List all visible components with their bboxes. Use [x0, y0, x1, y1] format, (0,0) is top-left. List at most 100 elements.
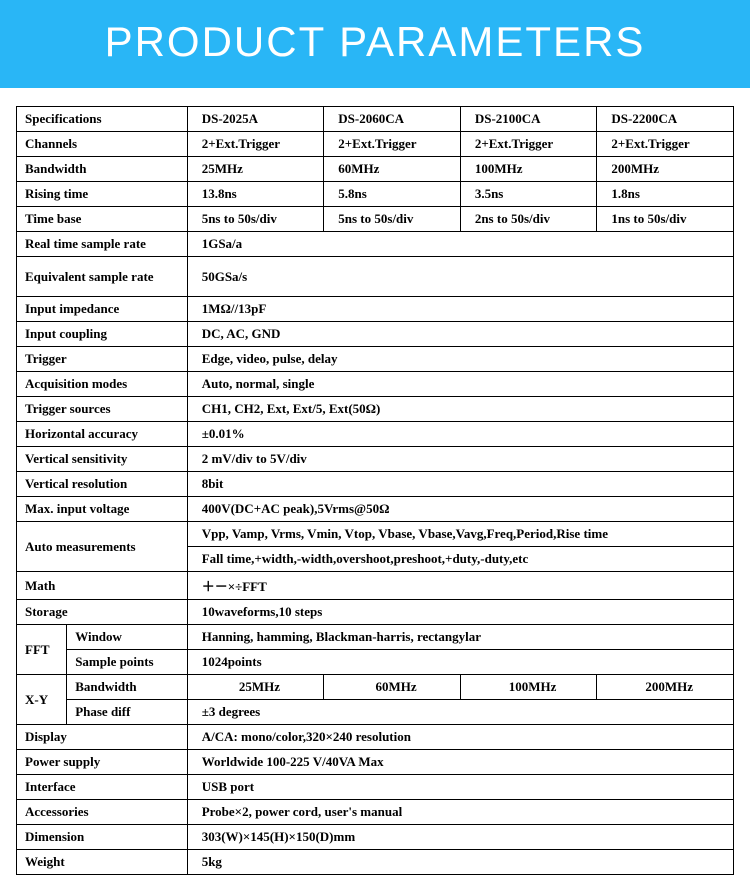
table-row: Math＋－×÷FFT — [17, 572, 734, 600]
table-row: Bandwidth25MHz60MHz100MHz200MHz — [17, 157, 734, 182]
cell: 2+Ext.Trigger — [187, 132, 324, 157]
table-row: Weight5kg — [17, 850, 734, 875]
row-label: Max. input voltage — [17, 497, 188, 522]
row-label: Storage — [17, 600, 188, 625]
row-sublabel: Sample points — [67, 650, 188, 675]
cell: 2+Ext.Trigger — [597, 132, 734, 157]
table-row: X-Y Bandwidth 25MHz 60MHz 100MHz 200MHz — [17, 675, 734, 700]
row-label: Channels — [17, 132, 188, 157]
cell: 1GSa/a — [187, 232, 733, 257]
cell: 1ns to 50s/div — [597, 207, 734, 232]
row-sublabel: Bandwidth — [67, 675, 188, 700]
cell: Hanning, hamming, Blackman-harris, recta… — [187, 625, 733, 650]
table-row: Channels2+Ext.Trigger2+Ext.Trigger2+Ext.… — [17, 132, 734, 157]
table-row: Auto measurementsVpp, Vamp, Vrms, Vmin, … — [17, 522, 734, 547]
table-row: Trigger sourcesCH1, CH2, Ext, Ext/5, Ext… — [17, 397, 734, 422]
row-label: FFT — [17, 625, 67, 675]
row-label: Real time sample rate — [17, 232, 188, 257]
table-row: Dimension303(W)×145(H)×150(D)mm — [17, 825, 734, 850]
cell: Fall time,+width,-width,overshoot,presho… — [187, 547, 733, 572]
cell: USB port — [187, 775, 733, 800]
cell: 5kg — [187, 850, 733, 875]
row-label: Vertical sensitivity — [17, 447, 188, 472]
table-row: Max. input voltage400V(DC+AC peak),5Vrms… — [17, 497, 734, 522]
table-row: Input couplingDC, AC, GND — [17, 322, 734, 347]
row-label: Input impedance — [17, 297, 188, 322]
cell: 400V(DC+AC peak),5Vrms@50Ω — [187, 497, 733, 522]
row-label: Acquisition modes — [17, 372, 188, 397]
cell: 25MHz — [187, 157, 324, 182]
row-label: Power supply — [17, 750, 188, 775]
page-title: PRODUCT PARAMETERS — [105, 18, 646, 65]
row-label: Dimension — [17, 825, 188, 850]
table-row: Equivalent sample rate50GSa/s — [17, 257, 734, 297]
cell: 3.5ns — [460, 182, 597, 207]
cell: 1.8ns — [597, 182, 734, 207]
table-row: Sample points 1024points — [17, 650, 734, 675]
table-row: Storage10waveforms,10 steps — [17, 600, 734, 625]
cell: 8bit — [187, 472, 733, 497]
cell: 1MΩ//13pF — [187, 297, 733, 322]
row-label: X-Y — [17, 675, 67, 725]
cell: Vpp, Vamp, Vrms, Vmin, Vtop, Vbase, Vbas… — [187, 522, 733, 547]
table-row: Horizontal accuracy±0.01% — [17, 422, 734, 447]
table-row: Time base5ns to 50s/div5ns to 50s/div2ns… — [17, 207, 734, 232]
table-row: Power supplyWorldwide 100-225 V/40VA Max — [17, 750, 734, 775]
row-label: Vertical resolution — [17, 472, 188, 497]
table-row: AccessoriesProbe×2, power cord, user's m… — [17, 800, 734, 825]
row-label: Bandwidth — [17, 157, 188, 182]
spec-header: Specifications — [17, 107, 188, 132]
row-label: Input coupling — [17, 322, 188, 347]
table-row: Acquisition modesAuto, normal, single — [17, 372, 734, 397]
row-label: Interface — [17, 775, 188, 800]
row-label: Time base — [17, 207, 188, 232]
cell: 13.8ns — [187, 182, 324, 207]
table-wrapper: Specifications DS-2025A DS-2060CA DS-210… — [0, 88, 750, 895]
cell: 200MHz — [597, 157, 734, 182]
cell: 2 mV/div to 5V/div — [187, 447, 733, 472]
table-row: Vertical resolution8bit — [17, 472, 734, 497]
row-label: Trigger sources — [17, 397, 188, 422]
table-row: InterfaceUSB port — [17, 775, 734, 800]
cell: Auto, normal, single — [187, 372, 733, 397]
model-header: DS-2200CA — [597, 107, 734, 132]
cell: 60MHz — [324, 157, 461, 182]
table-row: Real time sample rate1GSa/a — [17, 232, 734, 257]
cell: 5ns to 50s/div — [324, 207, 461, 232]
cell: 303(W)×145(H)×150(D)mm — [187, 825, 733, 850]
table-row: Phase diff ±3 degrees — [17, 700, 734, 725]
cell: 200MHz — [597, 675, 734, 700]
table-row: Rising time13.8ns5.8ns3.5ns1.8ns — [17, 182, 734, 207]
cell: 25MHz — [187, 675, 324, 700]
cell: 2+Ext.Trigger — [460, 132, 597, 157]
row-label: Display — [17, 725, 188, 750]
row-label: Equivalent sample rate — [17, 257, 188, 297]
model-header: DS-2100CA — [460, 107, 597, 132]
page-title-banner: PRODUCT PARAMETERS — [0, 0, 750, 88]
cell: 60MHz — [324, 675, 461, 700]
cell: 2+Ext.Trigger — [324, 132, 461, 157]
cell: 50GSa/s — [187, 257, 733, 297]
cell: DC, AC, GND — [187, 322, 733, 347]
table-row: DisplayA/CA: mono/color,320×240 resoluti… — [17, 725, 734, 750]
row-label: Horizontal accuracy — [17, 422, 188, 447]
cell: ±3 degrees — [187, 700, 733, 725]
table-row: Vertical sensitivity2 mV/div to 5V/div — [17, 447, 734, 472]
cell: 2ns to 50s/div — [460, 207, 597, 232]
row-label: Rising time — [17, 182, 188, 207]
row-label: Accessories — [17, 800, 188, 825]
table-row: FFT Window Hanning, hamming, Blackman-ha… — [17, 625, 734, 650]
cell: ±0.01% — [187, 422, 733, 447]
table-row: TriggerEdge, video, pulse, delay — [17, 347, 734, 372]
parameters-table: Specifications DS-2025A DS-2060CA DS-210… — [16, 106, 734, 875]
cell: Edge, video, pulse, delay — [187, 347, 733, 372]
cell: 1024points — [187, 650, 733, 675]
cell: 100MHz — [460, 157, 597, 182]
row-label: Weight — [17, 850, 188, 875]
row-label: Math — [17, 572, 188, 600]
cell: Probe×2, power cord, user's manual — [187, 800, 733, 825]
cell: 5ns to 50s/div — [187, 207, 324, 232]
model-header: DS-2060CA — [324, 107, 461, 132]
table-row: Input impedance1MΩ//13pF — [17, 297, 734, 322]
cell: A/CA: mono/color,320×240 resolution — [187, 725, 733, 750]
